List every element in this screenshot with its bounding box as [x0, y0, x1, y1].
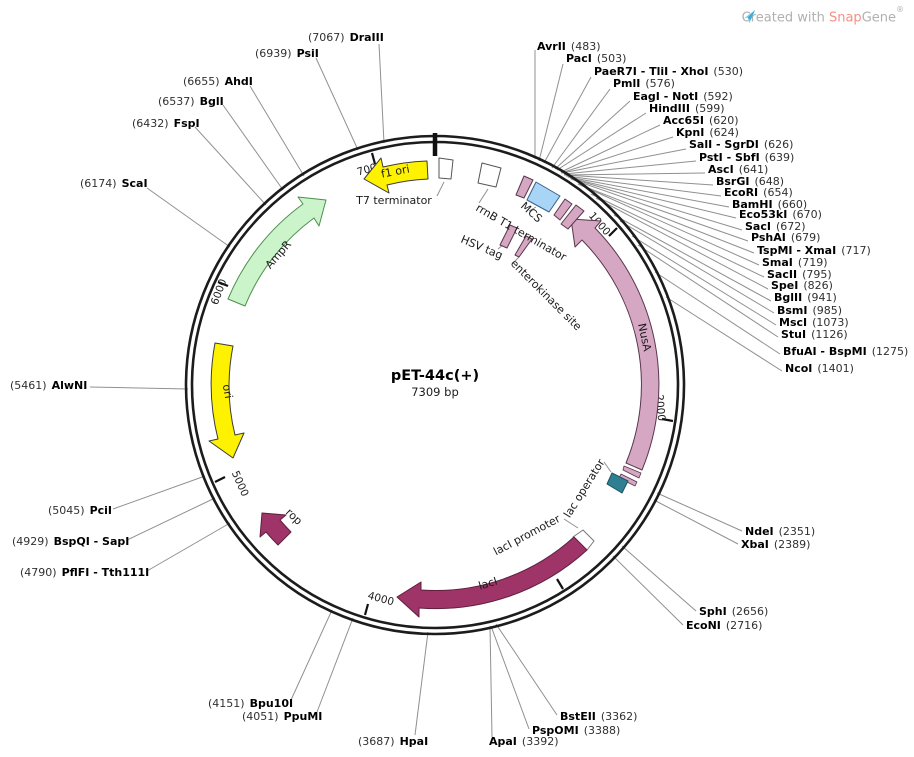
watermark-text: Created with SnapGene®	[741, 5, 904, 26]
feature-arrow-ampr[interactable]	[227, 196, 327, 307]
site-label-psti-sbfi[interactable]: PstI - SbfI (639)	[699, 151, 795, 164]
site-label-pshai[interactable]: PshAI (679)	[751, 231, 821, 244]
site-label-apai[interactable]: ApaI (3392)	[489, 735, 559, 748]
feature-label-f1-ori[interactable]: f1 ori	[380, 162, 411, 180]
feature-label-hsv-tag[interactable]: HSV tag	[459, 233, 505, 262]
feature-tag-marker[interactable]	[515, 175, 534, 199]
site-label-draiii[interactable]: (7067) DraIII	[308, 31, 384, 44]
plasmid-name: pET-44c(+)	[391, 368, 479, 384]
feature-tag-marker[interactable]	[553, 198, 573, 221]
site-label-scai[interactable]: (6174) ScaI	[80, 177, 148, 190]
site-label-ppumi[interactable]: (4051) PpuMI	[242, 710, 323, 723]
site-label-alwni[interactable]: (5461) AlwNI	[10, 379, 88, 392]
site-label-bsteii[interactable]: BstEII (3362)	[560, 710, 638, 723]
site-label-xbai[interactable]: XbaI (2389)	[741, 538, 811, 551]
feature-tag-marker[interactable]	[560, 204, 585, 230]
feature-box-rrnb-t1-terminator[interactable]	[477, 162, 502, 188]
feature-label-ori[interactable]: ori	[220, 383, 235, 399]
site-label-bspqi-sapi[interactable]: (4929) BspQI - SapI	[12, 535, 130, 548]
feature-box-mcs[interactable]	[526, 181, 561, 213]
site-label-ncoi[interactable]: NcoI (1401)	[785, 362, 854, 375]
site-label-stui[interactable]: StuI (1126)	[781, 328, 848, 341]
site-label-bsmi[interactable]: BsmI (985)	[777, 304, 843, 317]
site-label-sali-sgrdi[interactable]: SalI - SgrDI (626)	[689, 138, 794, 151]
feature-stripe[interactable]	[622, 465, 642, 479]
site-label-pspomi[interactable]: PspOMI (3388)	[532, 724, 621, 737]
site-label-bamhi[interactable]: BamHI (660)	[732, 198, 808, 211]
feature-marker-enterokinase[interactable]	[514, 235, 533, 258]
tick-label-4000: 4000	[366, 590, 395, 609]
site-label-hpai[interactable]: (3687) HpaI	[358, 735, 429, 748]
site-label-bfuai-bspmi[interactable]: BfuAI - BspMI (1275)	[783, 345, 909, 358]
site-label-bglii[interactable]: BglII (941)	[774, 291, 837, 304]
site-label-eco53ki[interactable]: Eco53kI (670)	[739, 208, 822, 221]
site-label-msci[interactable]: MscI (1073)	[779, 316, 849, 329]
snapgene-logo-icon	[743, 9, 755, 24]
feature-label-rop[interactable]: rop	[283, 506, 305, 528]
site-label-sphi[interactable]: SphI (2656)	[699, 605, 769, 618]
feature-label-lac-operator[interactable]: lac operator	[561, 456, 608, 520]
site-label-fspi[interactable]: (6432) FspI	[132, 117, 200, 130]
site-label-spei[interactable]: SpeI (826)	[771, 279, 833, 292]
feature-callout-lines	[436, 181, 612, 529]
site-label-ecori[interactable]: EcoRI (654)	[724, 186, 793, 199]
feature-label-laci-promoter[interactable]: lacI promoter	[491, 512, 563, 558]
site-label-paci[interactable]: PacI (503)	[566, 52, 627, 65]
site-label-smai[interactable]: SmaI (719)	[762, 256, 828, 269]
feature-marker-hsv-tag[interactable]	[499, 224, 518, 249]
site-label-eagi-noti[interactable]: EagI - NotI (592)	[633, 90, 733, 103]
site-callout-lines	[89, 43, 783, 738]
site-label-pmli[interactable]: PmlI (576)	[613, 77, 675, 90]
tick-label-5000: 5000	[229, 469, 251, 498]
feature-arrow-f1-ori[interactable]	[363, 157, 429, 194]
feature-label-laci[interactable]: lacI	[477, 575, 499, 593]
site-label-econi[interactable]: EcoNI (2716)	[686, 619, 763, 632]
site-label-ahdi[interactable]: (6655) AhdI	[183, 75, 253, 88]
site-label-ndei[interactable]: NdeI (2351)	[745, 525, 816, 538]
site-label-bgli[interactable]: (6537) BglI	[158, 95, 224, 108]
feature-label-enterokinase-site[interactable]: enterokinase site	[508, 257, 584, 333]
site-label-asci[interactable]: AscI (641)	[708, 163, 769, 176]
site-label-kpni[interactable]: KpnI (624)	[676, 126, 739, 139]
site-label-bpu10i[interactable]: (4151) Bpu10I	[208, 697, 294, 710]
site-label-tspmi-xmai[interactable]: TspMI - XmaI (717)	[757, 244, 871, 257]
feature-label-t7-terminator[interactable]: T7 terminator	[355, 194, 432, 207]
feature-arrow-laci[interactable]	[396, 536, 588, 618]
feature-arrow-rop[interactable]	[259, 512, 292, 546]
site-label-saci[interactable]: SacI (672)	[745, 220, 806, 233]
plasmid-size: 7309 bp	[411, 385, 459, 399]
site-label-pflfi-tth111i[interactable]: (4790) PflFI - Tth111I	[20, 566, 150, 579]
site-label-paer7i-tlii-xhoi[interactable]: PaeR7I - TliI - XhoI (530)	[594, 65, 744, 78]
feature-arrow-ori[interactable]	[208, 342, 245, 459]
snapgene-watermark: Created with SnapGene®	[741, 5, 904, 26]
site-label-avrii[interactable]: AvrII (483)	[537, 40, 601, 53]
feature-label-nusa[interactable]: NusA	[635, 322, 654, 353]
site-label-pcii[interactable]: (5045) PciI	[48, 504, 113, 517]
site-label-hindiii[interactable]: HindIII (599)	[649, 102, 725, 115]
site-label-sacii[interactable]: SacII (795)	[767, 268, 832, 281]
feature-box-lac-operator[interactable]	[606, 472, 629, 494]
site-label-bsrgi[interactable]: BsrGI (648)	[716, 175, 785, 188]
tick-label-6000: 6000	[209, 277, 229, 306]
feature-box-t7-terminator[interactable]	[438, 157, 454, 180]
site-label-acc65i[interactable]: Acc65I (620)	[663, 114, 739, 127]
site-label-psii[interactable]: (6939) PsiI	[255, 47, 319, 60]
feature-arrow-nusa[interactable]	[570, 218, 660, 471]
position-ticks	[214, 133, 674, 616]
